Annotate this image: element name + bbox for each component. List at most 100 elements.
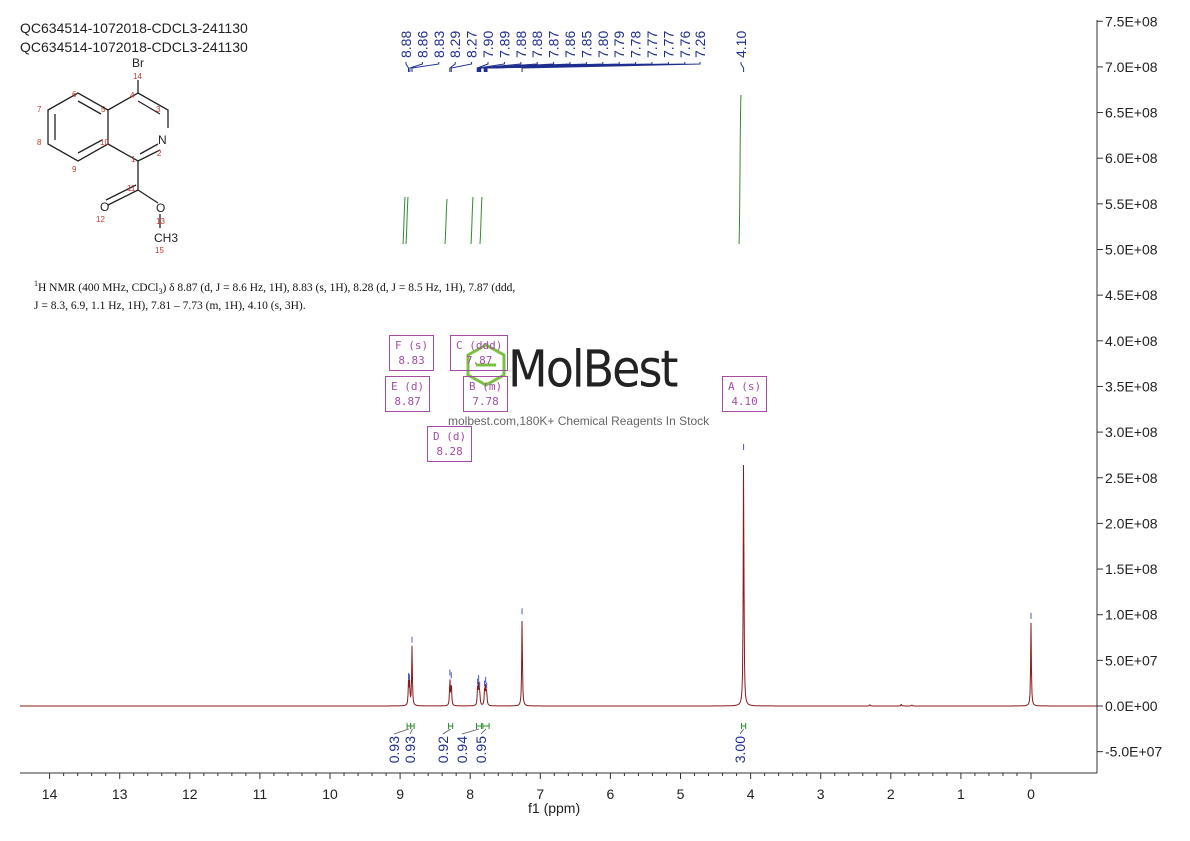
integral-curve (444, 198, 448, 245)
peak-label-leader (450, 62, 473, 72)
integral-leader (442, 728, 451, 735)
peak-label: 7.89 (496, 31, 512, 58)
multiplet-box-c: C (ddd) 7.87 (450, 335, 509, 371)
peak-label-leader (411, 62, 440, 72)
peak-label: 8.86 (414, 31, 430, 58)
plot-frame (20, 20, 1098, 774)
y-tick-label: 0.0E+00 (1105, 698, 1158, 714)
y-tick-label: 4.0E+08 (1105, 333, 1158, 349)
multiplet-box-b: B (m) 7.78 (463, 376, 509, 412)
molecule-structure (47, 80, 169, 228)
spectrum-title-line-2: QC634514-1072018-CDCL3-241130 (20, 39, 248, 55)
y-tick-label: -5.0E+07 (1105, 744, 1162, 760)
y-tick-label: 7.5E+08 (1105, 13, 1158, 29)
peak-label: 8.27 (464, 31, 480, 58)
x-tick-label: 7 (536, 786, 544, 802)
peak-label-leader (486, 62, 686, 72)
peak-label: 8.29 (447, 31, 463, 58)
peak-label: 8.88 (398, 31, 414, 58)
y-tick-label: 2.5E+08 (1105, 470, 1158, 486)
nmr-description: 1H NMR (400 MHz, CDCl3) δ 8.87 (d, J = 8… (34, 276, 634, 314)
x-tick-label: 1 (957, 786, 965, 802)
peak-label: 7.76 (677, 31, 693, 58)
multiplet-box-a: A (s) 4.10 (722, 376, 768, 412)
y-tick-label: 4.5E+08 (1105, 287, 1158, 303)
spectrum-trace (20, 464, 1097, 707)
peak-label: 7.77 (660, 31, 676, 58)
peak-label: 7.77 (644, 31, 660, 58)
x-tick-label: 5 (677, 786, 685, 802)
svg-text:11: 11 (127, 184, 136, 193)
svg-text:4: 4 (130, 91, 135, 100)
y-tick-label: 5.0E+07 (1105, 652, 1158, 668)
y-tick-label: 3.0E+08 (1105, 424, 1158, 440)
svg-text:10: 10 (100, 138, 109, 147)
svg-text:7: 7 (37, 105, 42, 114)
svg-text:14: 14 (133, 72, 142, 81)
atom-br: Br (132, 56, 144, 70)
peak-label: 7.26 (692, 31, 708, 58)
integral-value: 0.95 (473, 736, 489, 763)
integral-curve (738, 94, 742, 245)
svg-text:15: 15 (155, 246, 164, 255)
spectrum-title-line-1: QC634514-1072018-CDCL3-241130 (20, 20, 248, 36)
peak-label-leader (409, 62, 423, 72)
integral-curve (405, 196, 409, 245)
x-tick-label: 14 (42, 786, 58, 802)
peak-label: 7.88 (513, 31, 529, 58)
y-tick-label: 5.0E+08 (1105, 242, 1158, 258)
x-tick-label: 10 (322, 786, 338, 802)
integral-value: 3.00 (732, 736, 748, 763)
watermark-logo-icon (466, 343, 506, 387)
y-tick-label: 6.0E+08 (1105, 150, 1158, 166)
integral-value: 0.93 (386, 736, 402, 763)
watermark-tagline: molbest.com,180K+ Chemical Reagents In S… (448, 414, 710, 428)
atom-ch3: CH3 (154, 231, 178, 245)
y-tick-label: 7.0E+08 (1105, 59, 1158, 75)
peak-label: 7.87 (546, 31, 562, 58)
nmr-description-line-1: 1H NMR (400 MHz, CDCl3) δ 8.87 (d, J = 8… (34, 279, 516, 297)
peak-label: 7.79 (611, 31, 627, 58)
x-tick-label: 0 (1027, 786, 1035, 802)
x-tick-label: 6 (607, 786, 615, 802)
integral-leader (480, 728, 487, 735)
x-tick-label: 4 (747, 786, 755, 802)
x-tick-label: 9 (396, 786, 404, 802)
integral-leader (461, 728, 480, 735)
svg-text:13: 13 (156, 217, 165, 226)
x-axis-title: f1 (ppm) (528, 800, 581, 816)
multiplet-box-d: D (d) 8.28 (427, 426, 473, 462)
peak-labels: 8.88 8.86 8.83 8.29 8.27 7.90 7.89 7.88 7.88 7.87… (398, 31, 749, 72)
svg-text:8: 8 (37, 138, 42, 147)
nmr-description-line-2: J = 8.3, 6.9, 1.1 Hz, 1H), 7.81 – 7.73 (… (34, 300, 306, 313)
molecule-labels: Br 14 N 2 O 12 O 13 CH3 15 1 3 4 5 6 7 8… (37, 56, 178, 255)
integral-brackets: 0.93 0.93 0.92 0.94 0.95 3.00 (386, 723, 748, 763)
peak-label: 7.90 (480, 31, 496, 58)
y-tick-label: 2.0E+08 (1105, 515, 1158, 531)
svg-text:2: 2 (157, 149, 162, 158)
integral-leader (409, 728, 413, 735)
peak-label: 7.86 (562, 31, 578, 58)
peak-label-leader (405, 62, 410, 72)
x-tick-label: 2 (887, 786, 895, 802)
svg-text:5: 5 (101, 105, 106, 114)
peak-label: 8.83 (431, 31, 447, 58)
peak-label-leader (521, 62, 701, 72)
integral-curves (402, 94, 742, 245)
integral-curve (402, 196, 406, 245)
peak-label: 7.78 (628, 31, 644, 58)
peak-label: 4.10 (733, 31, 749, 58)
integral-curve (470, 196, 474, 245)
peak-label: 7.85 (578, 31, 594, 58)
watermark-brand: MolBest (508, 339, 678, 399)
integral-curve (479, 196, 483, 245)
x-tick-label: 13 (112, 786, 128, 802)
integral-leader (739, 728, 744, 735)
y-axis: -5.0E+07 0.0E+00 5.0E+07 1.0E+08 1.5E+08 2.0E… (1097, 13, 1162, 760)
svg-text:9: 9 (72, 165, 77, 174)
peak-label: 7.88 (529, 31, 545, 58)
spectrum-line (20, 464, 1097, 707)
x-tick-label: 8 (466, 786, 474, 802)
peak-label-leader (477, 62, 505, 72)
